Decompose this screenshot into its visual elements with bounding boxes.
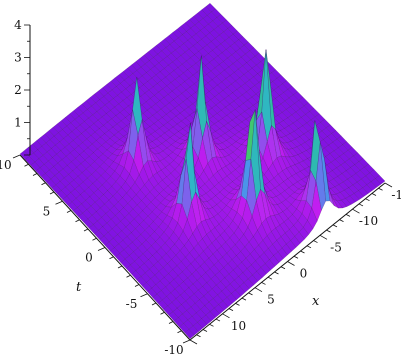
x-axis-tick — [332, 224, 338, 228]
t-tick-label: 10 — [0, 158, 12, 172]
t-tick-label: -10 — [164, 343, 183, 357]
t-axis-tick — [182, 339, 191, 344]
t-axis-tick — [92, 237, 97, 241]
x-tick-label: -15 — [391, 188, 401, 202]
x-axis-tick — [345, 214, 351, 217]
t-axis-tick — [160, 311, 165, 315]
x-axis-tick — [371, 193, 377, 196]
t-axis-tick — [126, 274, 131, 278]
z-tick-label: 1 — [14, 116, 22, 130]
x-axis-tick — [378, 187, 383, 191]
x-axis-tick — [287, 261, 295, 266]
x-axis-tick — [326, 229, 331, 233]
t-axis-tick — [75, 219, 80, 223]
x-axis-tick — [209, 323, 214, 327]
t-axis-tick — [177, 330, 182, 334]
x-axis-tick — [358, 203, 364, 207]
t-axis-tick — [49, 191, 55, 195]
x-axis-tick — [235, 303, 240, 306]
t-axis-tick — [168, 321, 174, 324]
t-tick-label: 5 — [43, 204, 51, 218]
surface-mesh — [19, 2, 386, 339]
x-axis-tick — [254, 287, 263, 293]
x-axis-tick — [319, 234, 328, 240]
x-axis-tick — [384, 182, 393, 188]
x-tick-label: -5 — [330, 240, 342, 254]
z-tick-label: 3 — [14, 51, 22, 65]
axes-layer: -10 -5 0 5 10 -15 -10 -5 0 5 10 1 2 3 4 — [0, 18, 401, 357]
t-axis-tick — [41, 182, 46, 186]
t-axis-tick — [140, 293, 148, 298]
x-axis-tick — [300, 250, 305, 254]
x-axis-tick — [261, 282, 266, 285]
x-axis-tick — [339, 219, 344, 222]
t-axis-tick — [109, 256, 114, 260]
t-axis-tick — [97, 247, 106, 251]
t-axis-tick — [24, 163, 29, 167]
z-tick-label: 4 — [14, 18, 22, 32]
x-tick-label: 5 — [267, 293, 275, 307]
t-axis-tick — [134, 284, 140, 287]
x-axis-tick — [196, 334, 201, 338]
t-axis-tick — [66, 210, 72, 213]
x-axis-tick — [274, 271, 279, 275]
x-axis-tick — [293, 255, 299, 259]
t-axis-tick — [12, 154, 21, 159]
x-axis-tick — [222, 313, 230, 319]
t-axis-title: t — [76, 280, 82, 295]
x-axis-tick — [202, 329, 208, 332]
t-axis-tick — [117, 265, 123, 269]
x-tick-label: 10 — [231, 319, 246, 333]
z-tick-label: 2 — [14, 83, 22, 97]
x-axis-tick — [248, 292, 253, 296]
x-tick-label: -10 — [359, 214, 378, 228]
x-axis-tick — [267, 276, 273, 280]
t-tick-label: 0 — [85, 251, 93, 265]
t-axis-tick — [55, 200, 63, 205]
x-axis-tick — [228, 308, 234, 311]
x-axis-tick — [365, 198, 370, 202]
x-axis-tick — [189, 339, 198, 345]
x-axis-tick — [352, 208, 360, 214]
t-axis-tick — [151, 302, 157, 306]
x-axis-tick — [241, 297, 247, 301]
t-axis-tick — [32, 173, 38, 176]
x-axis-tick — [280, 266, 286, 270]
surface-cell — [184, 329, 195, 339]
x-tick-label: 0 — [300, 267, 308, 281]
x-axis-title: x — [312, 294, 320, 309]
x-axis-tick — [215, 318, 221, 322]
x-axis-tick — [313, 240, 318, 243]
t-axis-tick — [83, 228, 89, 232]
x-axis-tick — [306, 245, 312, 249]
t-tick-label: -5 — [126, 297, 138, 311]
